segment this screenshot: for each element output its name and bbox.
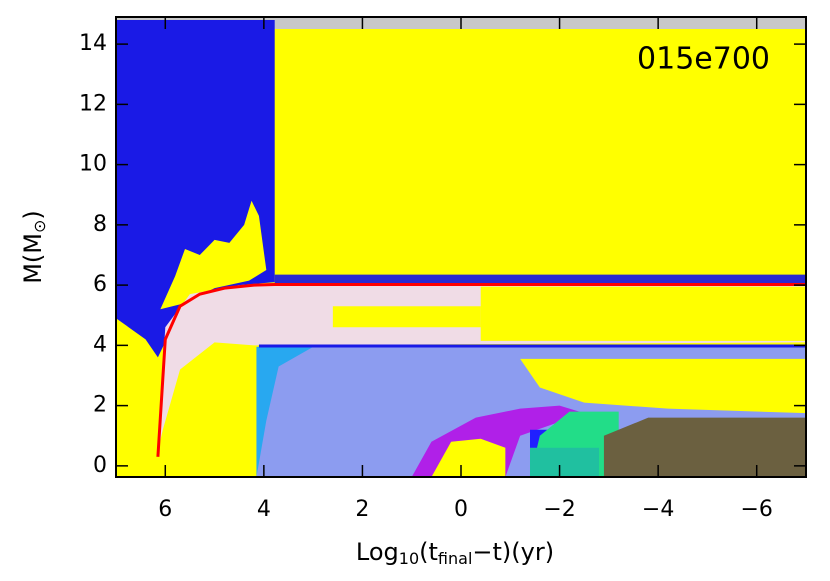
x-label-part: (t (419, 538, 438, 566)
x-label-part: −t)(yr) (472, 538, 554, 566)
boundary-line (156, 283, 806, 457)
y-tick-label: 2 (93, 393, 107, 418)
y-tick-label: 0 (93, 453, 107, 478)
x-tick-label: 2 (355, 497, 369, 522)
region (160, 200, 267, 310)
region (520, 358, 806, 414)
y-axis-label: M(M⊙) (19, 210, 49, 284)
region (256, 346, 314, 477)
y-label-sub: ⊙ (30, 220, 49, 233)
y-tick-label: 4 (93, 332, 107, 357)
axes (116, 17, 806, 477)
y-label-part: M(M (19, 233, 47, 284)
x-tick-label: −6 (740, 497, 772, 522)
x-axis-label: Log10(tfinal−t)(yr) (356, 538, 554, 568)
annotation: 015e700 (637, 42, 770, 77)
region (431, 438, 506, 477)
plot-area (116, 17, 806, 477)
plot-frame (115, 16, 807, 478)
x-tick-label: 4 (257, 497, 271, 522)
x-label-sub: 10 (399, 549, 419, 568)
y-label-part: ) (19, 210, 47, 219)
y-tick-label: 14 (79, 31, 107, 56)
region (274, 274, 806, 284)
x-tick-label: −4 (642, 497, 674, 522)
x-tick-label: 6 (158, 497, 172, 522)
y-tick-label: 10 (79, 152, 107, 177)
region (530, 447, 599, 477)
x-label-part: Log (356, 538, 399, 566)
x-tick-label: 0 (454, 497, 468, 522)
y-tick-label: 12 (79, 91, 107, 116)
region (480, 286, 806, 341)
y-tick-label: 6 (93, 272, 107, 297)
x-label-sub: final (438, 549, 472, 568)
region (332, 306, 481, 328)
x-tick-label: −2 (543, 497, 575, 522)
region (603, 417, 806, 477)
y-tick-label: 8 (93, 212, 107, 237)
